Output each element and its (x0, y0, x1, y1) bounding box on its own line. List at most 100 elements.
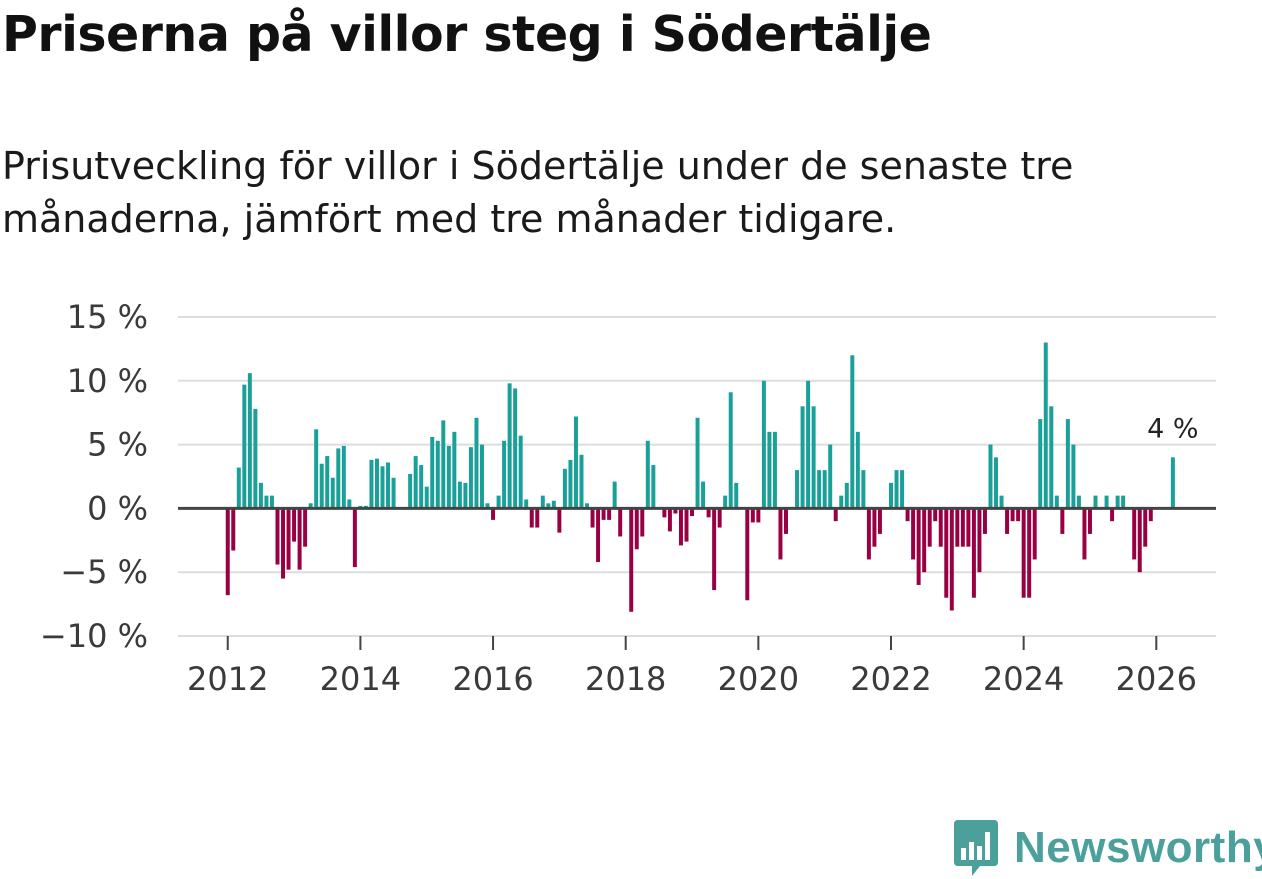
brand-name: Newsworthy (1014, 823, 1262, 872)
bar (817, 470, 822, 509)
bar (236, 467, 241, 509)
bar (518, 435, 523, 509)
bar (275, 508, 280, 565)
bar-series (225, 342, 1175, 612)
bar (684, 508, 689, 542)
newsworthy-logo-icon (954, 820, 998, 876)
bar (977, 508, 982, 573)
x-tick-label: 2014 (320, 660, 401, 698)
bar (1016, 508, 1021, 522)
bar (1060, 508, 1065, 534)
bar (949, 508, 954, 611)
x-tick-label: 2016 (452, 660, 533, 698)
bar (269, 495, 274, 509)
bar (386, 462, 391, 509)
bar (1104, 495, 1109, 509)
bar (546, 503, 551, 509)
bar (894, 470, 899, 509)
bar (242, 384, 247, 509)
bar (1148, 508, 1153, 522)
bar (579, 454, 584, 509)
bar (513, 388, 518, 509)
bar (662, 508, 667, 518)
bar (839, 495, 844, 509)
bar (391, 477, 396, 509)
x-tick-label: 2026 (1116, 660, 1197, 698)
bar (761, 380, 766, 509)
bar (750, 508, 755, 523)
bar (1137, 508, 1142, 573)
bar (557, 508, 562, 533)
bar (247, 373, 252, 509)
bar (430, 436, 435, 509)
x-tick-label: 2020 (718, 660, 799, 698)
bar (1054, 495, 1059, 509)
bar (424, 486, 429, 509)
bar (1010, 508, 1015, 522)
bar (507, 383, 512, 509)
bar (612, 481, 617, 509)
bar (502, 440, 507, 509)
bar (1027, 508, 1032, 598)
bar (767, 431, 772, 509)
bar (745, 508, 750, 601)
bar (695, 417, 700, 509)
bar (811, 406, 816, 509)
bar (828, 444, 833, 509)
bar (1032, 508, 1037, 560)
bar (784, 508, 788, 534)
bar (380, 466, 385, 509)
bar (1043, 342, 1048, 509)
bar (982, 508, 987, 534)
x-tick-label: 2012 (187, 660, 268, 698)
bar (800, 406, 805, 509)
bar (712, 508, 717, 591)
bar (452, 431, 457, 509)
bar (297, 508, 302, 570)
bar (540, 495, 545, 509)
bar (629, 508, 634, 612)
bar (916, 508, 921, 585)
bar (1082, 508, 1087, 560)
bar (1143, 508, 1148, 547)
bar (474, 417, 479, 509)
bar (795, 470, 800, 509)
bar (944, 508, 949, 598)
bar (634, 508, 639, 550)
bar (706, 508, 711, 518)
bar (844, 482, 849, 509)
bar (1093, 495, 1098, 509)
bar (905, 508, 910, 522)
x-axis: 2012 2014 2016 2018 2020 2022 2024 2026 (187, 636, 1197, 698)
y-tick-label: −10 % (40, 617, 148, 655)
bar (651, 465, 656, 509)
bar (468, 447, 473, 509)
bar (292, 508, 297, 542)
bar (734, 482, 739, 509)
bar (413, 456, 418, 509)
bar (618, 508, 623, 537)
bar (1110, 508, 1115, 522)
bar (723, 495, 728, 509)
bar (491, 508, 496, 520)
bar (1049, 406, 1054, 509)
y-tick-label: 10 % (67, 362, 148, 400)
bar (435, 440, 440, 509)
bar (855, 431, 860, 509)
bar (341, 445, 346, 509)
y-tick-label: 15 % (67, 298, 148, 336)
bar (1087, 508, 1092, 534)
x-tick-label: 2018 (585, 660, 666, 698)
bar (330, 477, 335, 509)
bar (1121, 495, 1126, 509)
bar (872, 508, 877, 547)
bar (303, 508, 308, 547)
bar (225, 508, 230, 596)
bar (994, 457, 999, 509)
bar (408, 473, 413, 509)
bar (756, 508, 761, 523)
bar (231, 508, 236, 551)
bar (1076, 495, 1081, 509)
newsworthy-logo: Newsworthy (950, 818, 1262, 878)
bar (253, 408, 258, 509)
